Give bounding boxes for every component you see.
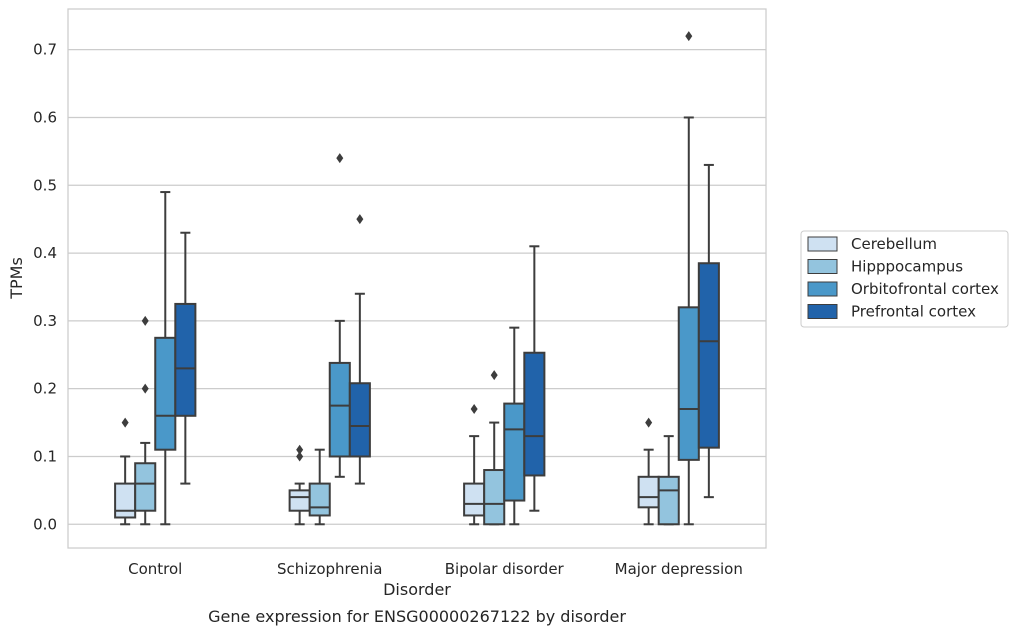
legend-label: Hipppocampus bbox=[851, 258, 963, 276]
box-iqr bbox=[134, 462, 157, 512]
box-iqr bbox=[637, 475, 660, 509]
box-hipppocampus bbox=[308, 448, 331, 526]
outlier-point bbox=[470, 404, 478, 415]
y-tick-label: 0.2 bbox=[33, 380, 57, 398]
box-iqr bbox=[463, 482, 486, 517]
y-tick-label: 0.3 bbox=[33, 312, 57, 330]
y-tick-label: 0.0 bbox=[33, 515, 57, 533]
outlier-point bbox=[645, 417, 653, 428]
y-axis-ticks: 0.0 0.1 0.2 0.3 0.4 0.5 0.6 0.7 bbox=[33, 41, 57, 534]
chart-caption: Gene expression for ENSG00000267122 by d… bbox=[208, 607, 626, 626]
outlier-point bbox=[356, 214, 364, 225]
y-tick-label: 0.6 bbox=[33, 108, 57, 126]
y-tick-label: 0.7 bbox=[33, 41, 57, 59]
x-tick-label: Major depression bbox=[615, 560, 743, 578]
x-tick-label: Control bbox=[128, 560, 182, 578]
box-iqr bbox=[328, 361, 351, 458]
x-tick-label: Schizophrenia bbox=[277, 560, 382, 578]
y-tick-label: 0.5 bbox=[33, 176, 57, 194]
legend-label: Orbitofrontal cortex bbox=[851, 280, 999, 298]
box-iqr bbox=[697, 262, 720, 449]
legend-frame bbox=[800, 230, 1009, 328]
box-iqr bbox=[154, 336, 177, 451]
box-orbitofrontal-cortex bbox=[154, 191, 177, 526]
box-prefrontal-cortex bbox=[348, 214, 371, 485]
legend-swatch bbox=[807, 281, 838, 297]
box-iqr bbox=[523, 351, 546, 477]
box-iqr bbox=[308, 482, 331, 517]
box-iqr bbox=[174, 302, 197, 417]
x-tick-label: Bipolar disorder bbox=[445, 560, 565, 578]
legend-label: Cerebellum bbox=[851, 235, 937, 253]
box-cerebellum bbox=[288, 444, 311, 526]
box-iqr bbox=[348, 382, 371, 458]
outlier-point bbox=[296, 451, 304, 462]
y-tick-label: 0.1 bbox=[33, 447, 57, 465]
box-iqr bbox=[503, 402, 526, 502]
box-iqr bbox=[114, 482, 137, 519]
box-hipppocampus bbox=[657, 435, 680, 526]
box-hipppocampus bbox=[134, 315, 157, 526]
outlier-point bbox=[121, 417, 129, 428]
outlier-point bbox=[296, 444, 304, 455]
box-cerebellum bbox=[463, 404, 486, 526]
outlier-point bbox=[490, 370, 498, 381]
legend-swatch bbox=[807, 304, 838, 319]
legend-swatch bbox=[807, 236, 838, 252]
y-axis-label: TPMs bbox=[7, 257, 26, 300]
outlier-point bbox=[141, 315, 149, 326]
plot-frame bbox=[67, 8, 767, 549]
box-iqr bbox=[483, 469, 506, 526]
outlier-point bbox=[336, 153, 344, 164]
x-axis-ticks: Control Schizophrenia Bipolar disorder Majo… bbox=[128, 560, 743, 578]
y-tick-label: 0.4 bbox=[33, 244, 57, 262]
box-iqr bbox=[657, 475, 680, 526]
box-prefrontal-cortex bbox=[523, 245, 546, 512]
box-orbitofrontal-cortex bbox=[503, 326, 526, 526]
box-prefrontal-cortex bbox=[174, 231, 197, 485]
outlier-point bbox=[141, 383, 149, 394]
legend-swatch bbox=[807, 259, 838, 274]
boxes-layer bbox=[114, 31, 720, 526]
box-prefrontal-cortex bbox=[697, 163, 720, 499]
legend: Cerebellum Hipppocampus Orbitofrontal cort… bbox=[800, 230, 1009, 328]
x-axis-label: Disorder bbox=[383, 580, 451, 599]
legend-label: Prefrontal cortex bbox=[851, 303, 976, 321]
box-iqr bbox=[288, 489, 311, 512]
box-cerebellum bbox=[114, 417, 137, 526]
box-cerebellum bbox=[637, 417, 660, 526]
box-iqr bbox=[677, 306, 700, 461]
outlier-point bbox=[685, 31, 693, 42]
